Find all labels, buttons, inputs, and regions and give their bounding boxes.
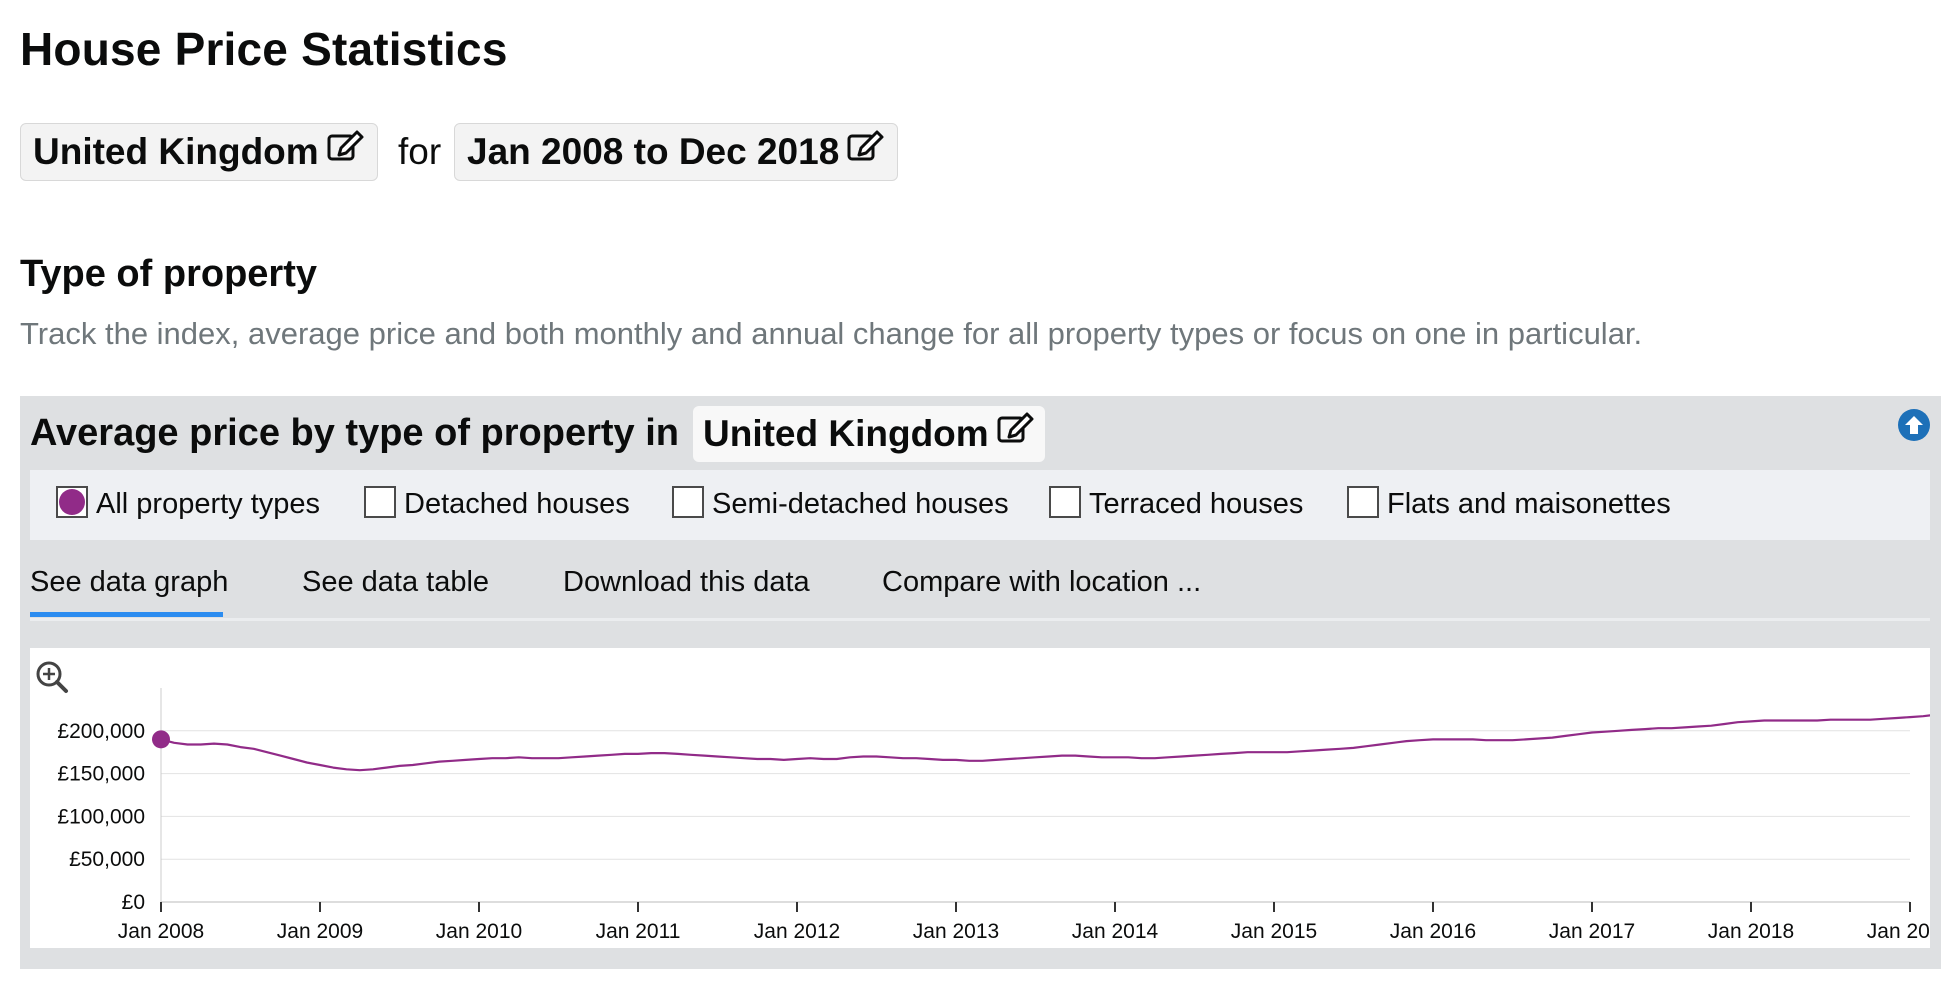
y-tick-label: £50,000	[69, 848, 145, 871]
section-description: Track the index, average price and both …	[20, 316, 1643, 351]
edit-icon	[997, 404, 1035, 460]
edit-icon	[327, 122, 365, 178]
property-type-all[interactable]: All property types	[56, 486, 320, 522]
back-to-top-icon[interactable]	[1897, 408, 1931, 442]
x-tick-label: Jan 2019	[1867, 920, 1930, 943]
property-type-label: Flats and maisonettes	[1387, 488, 1671, 520]
tab-see-data-table[interactable]: See data table	[302, 566, 490, 598]
y-tick-label: £0	[122, 891, 145, 914]
location-selector-label: United Kingdom	[33, 131, 319, 172]
property-type-label: Terraced houses	[1089, 488, 1304, 520]
checkbox[interactable]	[1049, 486, 1081, 518]
series-color-marker	[59, 489, 85, 515]
checkbox[interactable]	[1347, 486, 1379, 518]
highlighted-data-point[interactable]	[152, 730, 170, 749]
x-tick-label: Jan 2012	[754, 920, 840, 943]
data-view-tabs: See data graph See data table Download t…	[30, 542, 1930, 621]
x-tick-label: Jan 2014	[1072, 920, 1159, 943]
property-type-label: Detached houses	[404, 488, 630, 520]
x-tick-label: Jan 2009	[277, 920, 363, 943]
y-tick-label: £100,000	[57, 805, 145, 828]
location-selector[interactable]: United Kingdom	[20, 123, 378, 181]
chart-area: £0 £50,000 £100,000 £150,000 £200,000 Jan 200…	[30, 648, 1930, 948]
zoom-icon[interactable]	[36, 661, 68, 693]
series-line-all-property-types[interactable]	[160, 704, 1930, 772]
x-tick-label: Jan 2011	[596, 920, 681, 943]
property-type-label: Semi-detached houses	[712, 488, 1009, 520]
property-type-detached[interactable]: Detached houses	[364, 486, 630, 522]
property-type-flats[interactable]: Flats and maisonettes	[1347, 486, 1671, 522]
tab-download-data[interactable]: Download this data	[563, 566, 810, 598]
y-tick-label: £200,000	[57, 720, 145, 743]
x-tick-label: Jan 2013	[913, 920, 999, 943]
property-type-filters: All property types Detached houses Semi-…	[30, 470, 1930, 540]
y-tick-label: £150,000	[57, 763, 145, 786]
x-tick-label: Jan 2018	[1708, 920, 1794, 943]
x-tick-label: Jan 2017	[1549, 920, 1635, 943]
page-title: House Price Statistics	[20, 23, 508, 75]
panel-location-label: United Kingdom	[703, 413, 989, 454]
chart-panel: Average price by type of property in Uni…	[20, 396, 1941, 969]
x-tick-label: Jan 2010	[436, 920, 522, 943]
property-type-terraced[interactable]: Terraced houses	[1049, 486, 1303, 522]
checkbox-checked[interactable]	[56, 486, 88, 518]
tab-see-data-graph[interactable]: See data graph	[30, 566, 229, 598]
price-chart: £0 £50,000 £100,000 £150,000 £200,000 Jan 200…	[36, 661, 1930, 943]
property-type-semi-detached[interactable]: Semi-detached houses	[672, 486, 1009, 522]
checkbox[interactable]	[672, 486, 704, 518]
x-tick-label: Jan 2016	[1390, 920, 1476, 943]
x-tick-label: Jan 2008	[118, 920, 204, 943]
edit-icon	[847, 122, 885, 178]
x-tick-label: Jan 2015	[1231, 920, 1317, 943]
date-range-selector[interactable]: Jan 2008 to Dec 2018	[454, 122, 899, 181]
property-type-label: All property types	[96, 488, 321, 520]
for-label: for	[398, 131, 442, 172]
date-range-label: Jan 2008 to Dec 2018	[467, 131, 840, 172]
panel-title: Average price by type of property in	[30, 412, 679, 454]
active-tab-indicator	[30, 612, 223, 617]
tab-compare-location[interactable]: Compare with location ...	[882, 566, 1202, 598]
panel-location-selector[interactable]: United Kingdom	[693, 406, 1045, 462]
checkbox[interactable]	[364, 486, 396, 518]
section-title: Type of property	[20, 253, 317, 295]
